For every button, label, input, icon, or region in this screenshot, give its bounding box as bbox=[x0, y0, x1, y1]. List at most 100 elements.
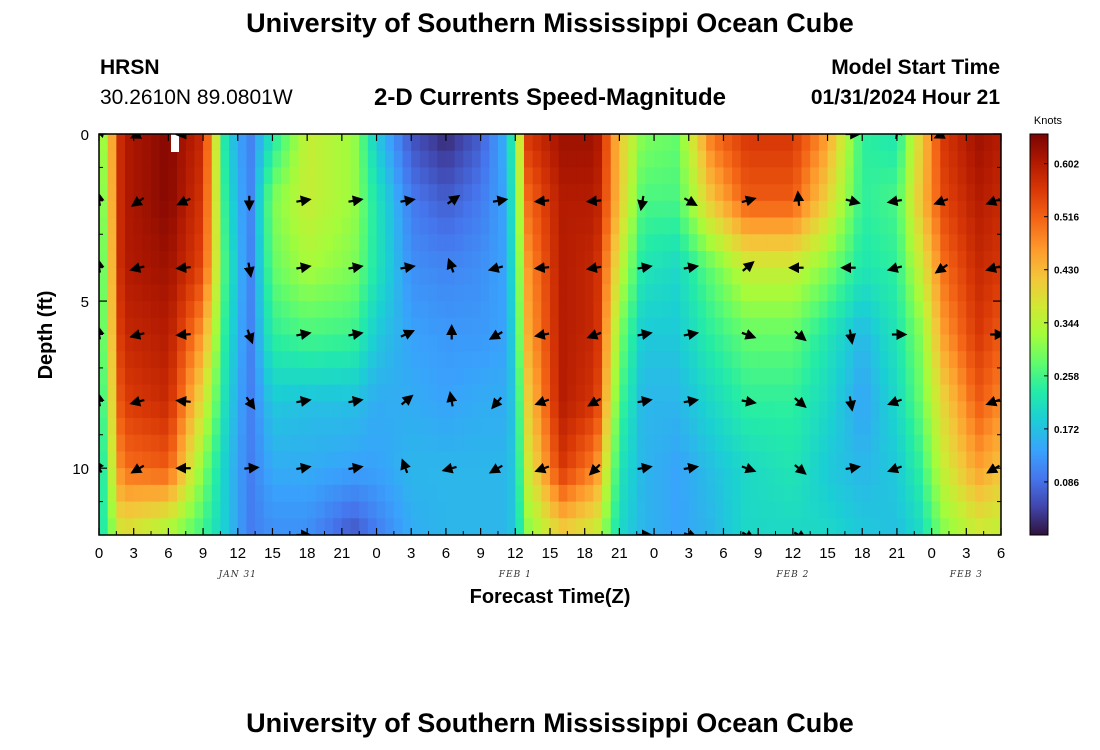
heatmap-cell bbox=[818, 234, 829, 252]
heatmap-cell bbox=[125, 501, 135, 519]
heatmap-cell bbox=[168, 150, 178, 169]
heatmap-cell bbox=[879, 250, 889, 269]
heatmap-cell bbox=[948, 434, 959, 453]
current-vector-arrow bbox=[243, 329, 255, 345]
heatmap-cell bbox=[307, 501, 317, 519]
heatmap-cell bbox=[697, 150, 707, 169]
heatmap-cell bbox=[281, 334, 291, 352]
heatmap-cell bbox=[255, 334, 265, 352]
heatmap-cell bbox=[463, 501, 473, 519]
heatmap-cell bbox=[523, 351, 534, 369]
heatmap-cell bbox=[428, 284, 438, 302]
heatmap-cell bbox=[454, 284, 464, 302]
heatmap-cell bbox=[584, 367, 594, 386]
current-vector-arrow bbox=[296, 329, 312, 340]
heatmap-cell bbox=[229, 301, 239, 319]
heatmap-cell bbox=[931, 250, 941, 269]
heatmap-cell bbox=[298, 217, 308, 235]
heatmap-cell bbox=[333, 317, 343, 336]
heatmap-cell bbox=[428, 267, 438, 285]
heatmap-cell bbox=[914, 401, 924, 419]
heatmap-cell bbox=[810, 351, 820, 369]
heatmap-cell bbox=[159, 167, 169, 185]
heatmap-cell bbox=[168, 267, 178, 285]
x-tick-label: 0 bbox=[95, 545, 103, 562]
heatmap-cell bbox=[740, 451, 751, 469]
x-tick-label: 15 bbox=[819, 545, 836, 562]
heatmap-cell bbox=[471, 200, 482, 219]
heatmap-cell bbox=[159, 134, 169, 152]
heatmap-cell bbox=[367, 367, 378, 386]
heatmap-cell bbox=[784, 401, 794, 419]
heatmap-cell bbox=[359, 301, 369, 319]
heatmap-cell bbox=[957, 468, 967, 486]
heatmap-cell bbox=[697, 217, 707, 235]
heatmap-cell bbox=[688, 367, 699, 386]
heatmap-cell bbox=[645, 184, 655, 202]
heatmap-cell bbox=[732, 200, 742, 219]
current-vector-arrow bbox=[683, 396, 700, 407]
heatmap-cell bbox=[567, 334, 577, 352]
heatmap-cell bbox=[359, 351, 369, 369]
heatmap-cell bbox=[983, 217, 993, 235]
heatmap-cell bbox=[151, 200, 161, 219]
heatmap-cell bbox=[324, 501, 334, 519]
heatmap-cell bbox=[419, 518, 430, 535]
heatmap-cell bbox=[220, 167, 230, 185]
heatmap-cell bbox=[870, 301, 881, 319]
heatmap-cell bbox=[393, 501, 404, 519]
heatmap-cell bbox=[723, 134, 733, 152]
heatmap-cell bbox=[532, 250, 542, 269]
heatmap-cell bbox=[255, 367, 265, 386]
heatmap-cell bbox=[654, 468, 664, 486]
heatmap-cell bbox=[142, 200, 152, 219]
heatmap-cell bbox=[992, 468, 1001, 486]
heatmap-cell bbox=[758, 501, 768, 519]
heatmap-cell bbox=[723, 250, 733, 269]
heatmap-cell bbox=[541, 267, 551, 285]
heatmap-cell bbox=[333, 334, 343, 352]
heatmap-cell bbox=[784, 501, 794, 519]
heatmap-cell bbox=[827, 434, 837, 453]
heatmap-cell bbox=[489, 250, 499, 269]
heatmap-cell bbox=[888, 184, 898, 202]
heatmap-cell bbox=[922, 384, 933, 402]
current-vector-arrow bbox=[794, 329, 807, 342]
current-vector-arrow bbox=[533, 195, 550, 207]
heatmap-cell bbox=[922, 184, 933, 202]
heatmap-cell bbox=[419, 167, 430, 185]
heatmap-cell bbox=[359, 317, 369, 336]
heatmap-cell bbox=[706, 384, 716, 402]
heatmap-cell bbox=[185, 334, 195, 352]
heatmap-cell bbox=[628, 267, 638, 285]
heatmap-cell bbox=[116, 317, 126, 336]
heatmap-cell bbox=[341, 384, 352, 402]
heatmap-cell bbox=[775, 468, 785, 486]
heatmap-cell bbox=[584, 184, 594, 202]
heatmap-cell bbox=[740, 184, 751, 202]
heatmap-cell bbox=[870, 184, 881, 202]
heatmap-cell bbox=[411, 234, 421, 252]
heatmap-cell bbox=[992, 184, 1001, 202]
heatmap-cell bbox=[836, 301, 846, 319]
heatmap-cell bbox=[784, 334, 794, 352]
heatmap-cell bbox=[142, 217, 152, 235]
heatmap-cell bbox=[888, 434, 898, 453]
heatmap-cell bbox=[307, 384, 317, 402]
heatmap-cell bbox=[940, 234, 950, 252]
heatmap-cell bbox=[237, 234, 248, 252]
heatmap-cell bbox=[576, 250, 586, 269]
heatmap-cell bbox=[246, 367, 256, 386]
heatmap-cell bbox=[99, 150, 109, 169]
heatmap-cell bbox=[940, 217, 950, 235]
heatmap-cell bbox=[419, 217, 430, 235]
heatmap-cell bbox=[628, 301, 638, 319]
heatmap-cell bbox=[922, 434, 933, 453]
heatmap-cell bbox=[619, 484, 629, 503]
heatmap-cell bbox=[402, 401, 412, 419]
heatmap-cell bbox=[341, 234, 352, 252]
heatmap-cell bbox=[714, 184, 725, 202]
heatmap-cell bbox=[367, 167, 378, 185]
heatmap-cell bbox=[125, 134, 135, 152]
heatmap-cell bbox=[220, 284, 230, 302]
